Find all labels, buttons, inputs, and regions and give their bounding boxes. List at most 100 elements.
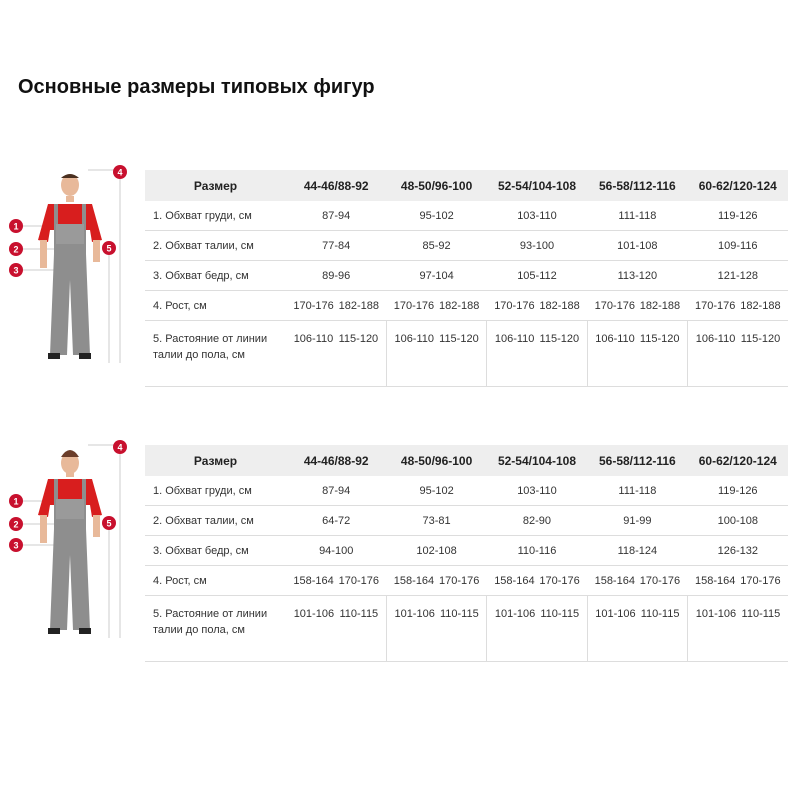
row-label-line-1: 5. Растояние от линии	[153, 608, 268, 620]
header-size: 60-62/120-124	[687, 170, 788, 201]
cell-value: 105-112	[486, 260, 588, 291]
size-table-2: Размер 44-46/88-92 48-50/96-100 52-54/104-1…	[145, 445, 788, 662]
marker-2: 2	[9, 242, 23, 256]
header-size-label: Размер	[145, 445, 286, 476]
table-row: 1. Обхват груди, см 87-94 95-102 103-110 111…	[145, 476, 788, 506]
table-row: 4. Рост, см 158-164 170-176 158-164 170-176 1…	[145, 565, 788, 596]
header-size: 56-58/112-116	[587, 170, 688, 201]
distance-range-a: 101-106	[695, 608, 737, 620]
male-figure: 1 2 3 4 5	[0, 160, 140, 370]
row-label: 4. Рост, см	[145, 565, 286, 596]
cell-value: 119-126	[687, 476, 788, 506]
table-row: 2. Обхват талии, см 64-72 73-81 82-90 91-99 1…	[145, 505, 788, 536]
cell-value: 158-164 170-176	[386, 565, 487, 596]
cell-value: 126-132	[687, 535, 788, 566]
svg-text:4: 4	[117, 168, 122, 178]
distance-range-b: 110-115	[439, 608, 479, 620]
distance-range-b: 110-115	[339, 608, 379, 620]
marker-4: 4	[113, 165, 127, 179]
cell-value: 101-106 110-115	[586, 595, 688, 662]
row-label-line-2: талии до пола, см	[153, 349, 245, 361]
height-range-a: 158-164	[293, 574, 334, 587]
height-range-a: 158-164	[694, 574, 736, 587]
row-label: 2. Обхват талии, см	[145, 505, 286, 536]
cell-value: 111-118	[587, 476, 688, 506]
cell-value: 103-110	[486, 201, 588, 231]
cell-value: 95-102	[386, 476, 487, 506]
marker-1: 1	[9, 219, 23, 233]
cell-value: 93-100	[486, 230, 588, 261]
table-row: 5. Растояние от линии талии до пола, см 10…	[145, 595, 788, 662]
marker-2: 2	[9, 517, 23, 531]
marker-4: 4	[113, 440, 127, 454]
row-label: 3. Обхват бедр, см	[145, 260, 286, 291]
distance-range-b: 115-120	[639, 333, 680, 345]
cell-value: 170-176 182-188	[687, 290, 788, 321]
cell-value: 158-164 170-176	[687, 565, 788, 596]
cell-value: 106-110 115-120	[286, 320, 387, 387]
marker-5: 5	[102, 516, 116, 530]
height-range-a: 170-176	[494, 299, 535, 312]
cell-value: 158-164 170-176	[286, 565, 387, 596]
height-range-b: 170-176	[338, 574, 379, 587]
page-title: Основные размеры типовых фигур	[18, 76, 375, 98]
height-range-a: 170-176	[594, 299, 635, 312]
height-range-a: 170-176	[393, 299, 435, 312]
svg-text:3: 3	[13, 266, 18, 276]
cell-value: 118-124	[587, 535, 688, 566]
height-range-b: 170-176	[740, 574, 781, 587]
table-row: 3. Обхват бедр, см 89-96 97-104 105-112 113-…	[145, 260, 788, 291]
cell-value: 87-94	[286, 201, 387, 231]
height-range-b: 182-188	[539, 299, 580, 312]
cell-value: 106-110 115-120	[687, 320, 788, 387]
cell-value: 101-106 110-115	[286, 595, 387, 662]
cell-value: 158-164 170-176	[486, 565, 588, 596]
distance-range-b: 115-120	[439, 333, 479, 345]
cell-value: 91-99	[587, 505, 688, 536]
height-range-b: 182-188	[338, 299, 379, 312]
cell-value: 158-164 170-176	[587, 565, 688, 596]
cell-value: 94-100	[286, 535, 387, 566]
distance-range-b: 115-120	[539, 333, 580, 345]
cell-value: 170-176 182-188	[587, 290, 688, 321]
cell-value: 77-84	[286, 230, 387, 261]
header-size-label: Размер	[145, 170, 286, 201]
row-label-line-2: талии до пола, см	[153, 624, 245, 636]
cell-value: 170-176 182-188	[486, 290, 588, 321]
cell-value: 89-96	[286, 260, 387, 291]
height-range-b: 182-188	[740, 299, 781, 312]
header-size: 52-54/104-108	[486, 170, 588, 201]
marker-1: 1	[9, 494, 23, 508]
cell-value: 85-92	[386, 230, 487, 261]
svg-text:2: 2	[13, 520, 18, 530]
cell-value: 82-90	[486, 505, 588, 536]
marker-3: 3	[9, 538, 23, 552]
cell-value: 101-106 110-115	[385, 595, 487, 662]
svg-text:5: 5	[106, 244, 111, 254]
cell-value: 106-110 115-120	[385, 320, 487, 387]
table-row: 5. Растояние от линии талии до пола, см 10…	[145, 320, 788, 387]
table-header-row: Размер 44-46/88-92 48-50/96-100 52-54/104-1…	[145, 170, 788, 201]
cell-value: 97-104	[386, 260, 487, 291]
distance-range-a: 106-110	[293, 333, 334, 345]
row-label: 2. Обхват талии, см	[145, 230, 286, 261]
cell-value: 87-94	[286, 476, 387, 506]
cell-value: 109-116	[687, 230, 788, 261]
cell-value: 121-128	[687, 260, 788, 291]
height-range-b: 170-176	[539, 574, 580, 587]
svg-text:3: 3	[13, 541, 18, 551]
header-size: 56-58/112-116	[587, 445, 688, 476]
cell-value: 106-110 115-120	[586, 320, 688, 387]
female-figure: 1 2 3 4 5	[0, 435, 140, 645]
table-row: 3. Обхват бедр, см 94-100 102-108 110-116 11…	[145, 535, 788, 566]
distance-range-b: 115-120	[740, 333, 781, 345]
header-size: 60-62/120-124	[687, 445, 788, 476]
cell-value: 113-120	[587, 260, 688, 291]
distance-range-b: 115-120	[338, 333, 379, 345]
header-size: 44-46/88-92	[286, 445, 387, 476]
row-label: 4. Рост, см	[145, 290, 286, 321]
height-range-b: 170-176	[639, 574, 681, 587]
row-label: 1. Обхват груди, см	[145, 476, 286, 506]
table-header-row: Размер 44-46/88-92 48-50/96-100 52-54/104-1…	[145, 445, 788, 476]
